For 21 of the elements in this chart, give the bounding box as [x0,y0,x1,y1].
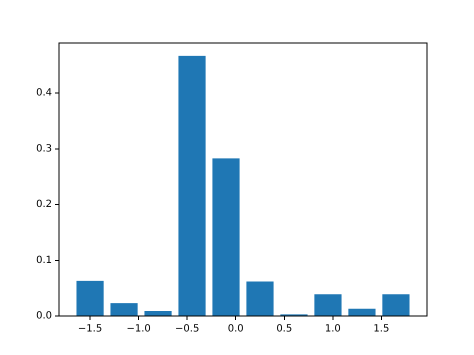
y-tick-label: 0.0 [36,310,52,322]
x-tick-label: 1.0 [324,324,341,335]
x-tick-label: −1.5 [78,324,102,335]
x-tick-label: −1.0 [126,324,151,335]
bar [246,281,274,316]
x-tick-label: 1.5 [373,324,390,335]
bar [348,308,376,316]
bar [382,294,410,316]
y-tick-label: 0.3 [36,143,52,154]
x-tick-label: 0.0 [228,324,244,335]
bar [144,310,172,316]
x-tick-label: −0.5 [175,324,200,335]
bar [178,56,206,316]
bar [110,303,138,316]
bar [76,280,104,316]
x-tick-label: 0.5 [276,324,292,335]
y-tick-label: 0.2 [36,199,52,210]
y-tick-label: 0.1 [36,254,52,266]
bar [212,158,240,316]
y-tick-label: 0.4 [36,88,52,99]
bar [314,294,342,316]
